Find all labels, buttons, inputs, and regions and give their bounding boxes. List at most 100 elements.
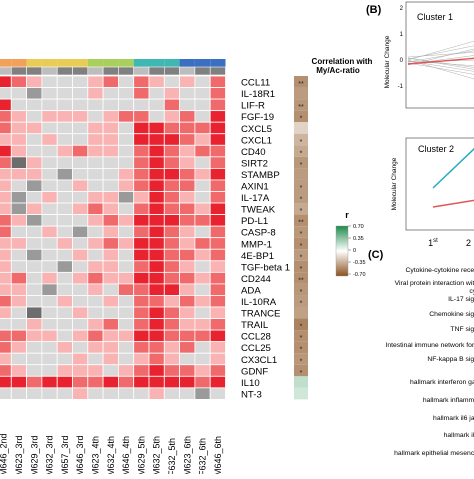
group-color-cell bbox=[11, 59, 27, 67]
correlation-star: * bbox=[300, 347, 303, 354]
heatmap-cell bbox=[118, 121, 135, 135]
heatmap-cell bbox=[87, 87, 104, 100]
colorbar-tick-label: 0 bbox=[353, 248, 356, 254]
heatmap-cell bbox=[41, 167, 58, 181]
heatmap-cell bbox=[179, 271, 196, 285]
row-label: STAMBP bbox=[241, 170, 280, 181]
heatmap-cell bbox=[194, 375, 211, 389]
sample-group-bar bbox=[0, 59, 226, 76]
row-label: IL-18R1 bbox=[241, 89, 275, 100]
heatmap-cell bbox=[72, 375, 89, 389]
correlation-title-line1: Correlation with bbox=[312, 57, 373, 66]
heatmap-cell bbox=[10, 329, 28, 343]
heatmap-cell bbox=[0, 87, 12, 100]
heatmap-cell bbox=[148, 271, 165, 285]
heatmap-cell bbox=[209, 352, 226, 366]
heatmap-cell bbox=[0, 144, 12, 158]
heatmap-cell bbox=[179, 225, 196, 239]
heatmap-cell bbox=[41, 387, 58, 400]
heatmap-cell bbox=[87, 283, 104, 296]
heatmap-cell bbox=[102, 341, 119, 354]
heatmap-cell bbox=[133, 283, 150, 296]
heatmap-cell bbox=[209, 202, 226, 216]
cluster-1-y-tick: 0 bbox=[400, 58, 404, 64]
heatmap-cell bbox=[209, 156, 226, 169]
heatmap-cell bbox=[87, 364, 104, 377]
heatmap-cell bbox=[72, 225, 89, 239]
heatmap-cell bbox=[209, 98, 226, 112]
heatmap-cell bbox=[179, 375, 196, 389]
heatmap-cell bbox=[56, 260, 73, 273]
heatmap-cell bbox=[209, 375, 226, 389]
column-label: M646_3rd bbox=[75, 435, 85, 474]
heatmap-cell bbox=[10, 225, 28, 239]
heatmap-cell bbox=[133, 214, 150, 227]
correlation-star: * bbox=[300, 162, 303, 169]
heatmap-cell bbox=[102, 179, 119, 192]
heatmap-cell bbox=[10, 87, 28, 100]
pathway-label: hallmark inflamma bbox=[423, 397, 474, 404]
heatmap-cell bbox=[148, 75, 165, 88]
heatmap-cell bbox=[26, 306, 43, 319]
heatmap-cell bbox=[10, 260, 28, 273]
row-label: ADA bbox=[241, 285, 261, 296]
heatmap-cell bbox=[87, 329, 104, 343]
group-shade-cell bbox=[0, 66, 12, 76]
heatmap-cell bbox=[41, 283, 58, 296]
heatmap-cell bbox=[209, 179, 226, 192]
correlation-cell bbox=[294, 168, 308, 180]
row-label: TRANCE bbox=[241, 309, 280, 320]
colorbar-tick-label: 0.35 bbox=[353, 236, 364, 242]
heatmap-cell bbox=[148, 167, 165, 181]
heatmap-cell bbox=[102, 237, 119, 250]
heatmap-cell bbox=[102, 329, 119, 343]
heatmap-cell bbox=[118, 352, 135, 366]
heatmap-cell bbox=[72, 341, 89, 354]
heatmap-cell bbox=[87, 341, 104, 354]
heatmap-cell bbox=[72, 87, 89, 100]
heatmap-cell bbox=[56, 98, 73, 112]
heatmap-cell bbox=[118, 214, 135, 227]
heatmap-cell bbox=[0, 214, 12, 227]
heatmap-cell bbox=[209, 225, 226, 239]
heatmap-cell bbox=[148, 110, 165, 123]
heatmap-cell bbox=[133, 341, 150, 354]
heatmap-cell bbox=[72, 121, 89, 135]
heatmap-cell bbox=[0, 260, 12, 273]
heatmap-cell bbox=[72, 179, 89, 192]
heatmap-cell bbox=[148, 260, 165, 273]
column-label: M629_3rd bbox=[29, 435, 39, 474]
heatmap-cell bbox=[133, 271, 150, 285]
heatmap-cell bbox=[179, 191, 196, 204]
heatmap-cell bbox=[133, 225, 150, 239]
heatmap-cell bbox=[163, 75, 181, 88]
heatmap-cell bbox=[87, 98, 104, 112]
heatmap-cell bbox=[56, 121, 73, 135]
heatmap-cell bbox=[87, 156, 104, 169]
correlation-star: * bbox=[300, 289, 303, 296]
cluster-2-x-tick-2: 2 bbox=[466, 238, 471, 248]
heatmap-cell bbox=[41, 237, 58, 250]
heatmap-cell bbox=[41, 144, 58, 158]
heatmap-cell bbox=[26, 87, 43, 100]
heatmap-cell bbox=[26, 237, 43, 250]
row-label: IL10 bbox=[241, 378, 260, 389]
heatmap-cell bbox=[148, 191, 165, 204]
heatmap-cell bbox=[194, 167, 211, 181]
group-shade-cell bbox=[179, 66, 196, 76]
heatmap-cell bbox=[163, 295, 181, 308]
heatmap-cell bbox=[163, 179, 181, 192]
heatmap-cell bbox=[102, 214, 119, 227]
heatmap-cell bbox=[118, 341, 135, 354]
correlation-star: * bbox=[300, 243, 303, 250]
heatmap-cell bbox=[87, 318, 104, 331]
heatmap-cell bbox=[41, 75, 58, 88]
heatmap-cell bbox=[148, 341, 165, 354]
heatmap-cell bbox=[56, 387, 73, 400]
heatmap-cell bbox=[102, 98, 119, 112]
cluster-1-frame bbox=[405, 1, 474, 109]
row-label: TRAIL bbox=[241, 320, 269, 331]
heatmap-cell bbox=[0, 375, 12, 389]
heatmap-cell bbox=[41, 202, 58, 216]
heatmap-cell bbox=[10, 179, 28, 192]
